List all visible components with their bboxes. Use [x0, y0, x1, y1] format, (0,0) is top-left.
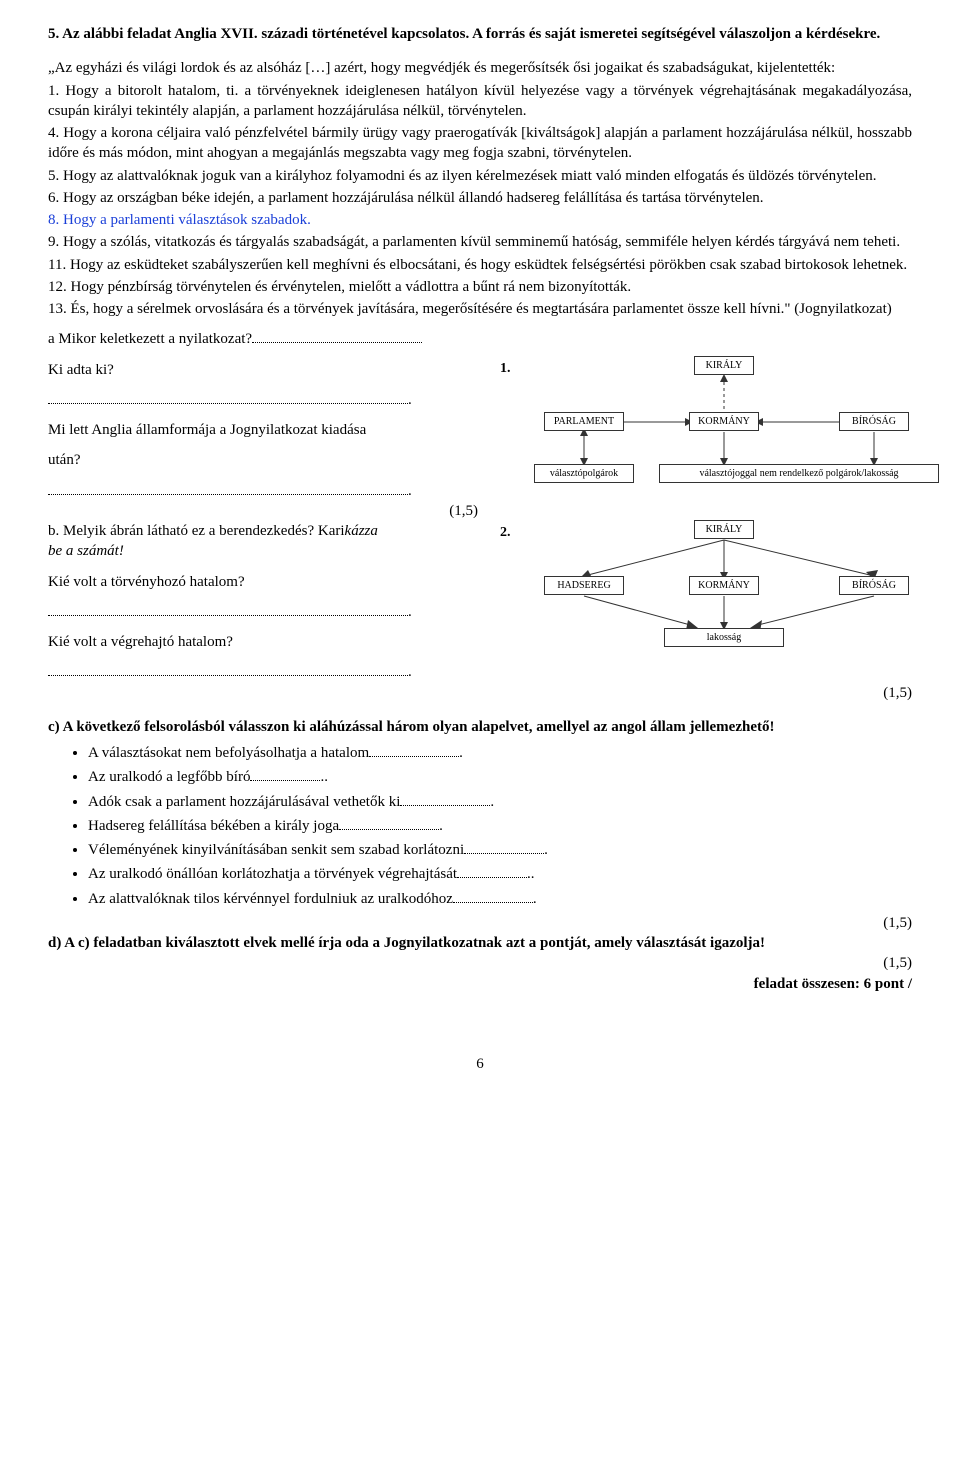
principle-text: Adók csak a parlament hozzájárulásával v…: [88, 794, 400, 810]
diagram-1-parlament: PARLAMENT: [544, 412, 624, 432]
source-intro: „Az egyházi és világi lordok és az alsóh…: [48, 58, 912, 78]
question-ki: Ki adta ki?: [48, 360, 478, 380]
diagram-1-valasztok: választópolgárok: [534, 464, 634, 484]
principle-text: Hadsereg felállítása békében a király jo…: [88, 818, 339, 834]
principle-item[interactable]: Az uralkodó önállóan korlátozhatja a tör…: [88, 864, 912, 884]
diagram-2-king: KIRÁLY: [694, 520, 754, 540]
principle-item[interactable]: A választásokat nem befolyásolhatja a ha…: [88, 743, 912, 763]
answer-line[interactable]: .: [48, 390, 478, 410]
question-a-text: a Mikor keletkezett a nyilatkozat?: [48, 331, 252, 347]
page-number: 6: [48, 1054, 912, 1074]
diagram-1-nemvalasztok: választójoggal nem rendelkező polgárok/l…: [659, 464, 939, 484]
diagram-1-birosag: BÍRÓSÁG: [839, 412, 909, 432]
answer-blank[interactable]: [252, 330, 422, 344]
source-p1: 1. Hogy a bitorolt hatalom, ti. a törvén…: [48, 81, 912, 122]
principle-item[interactable]: Véleményének kinyilvánításában senkit se…: [88, 840, 912, 860]
principle-item[interactable]: Az uralkodó a legfőbb bíró..: [88, 767, 912, 787]
principle-item[interactable]: Az alattvalóknak tilos kérvénnyel fordul…: [88, 889, 912, 909]
principle-text: Az alattvalóknak tilos kérvénnyel fordul…: [88, 891, 453, 907]
source-p5: 5. Hogy az alattvalóknak joguk van a kir…: [48, 166, 912, 186]
diagram-2-birosag: BÍRÓSÁG: [839, 576, 909, 596]
source-p12: 12. Hogy pénzbírság törvénytelen és érvé…: [48, 277, 912, 297]
principle-text: Az uralkodó önállóan korlátozhatja a tör…: [88, 866, 457, 882]
source-p4: 4. Hogy a korona céljaira való pénzfelvé…: [48, 123, 912, 164]
question-b-text: b. Melyik ábrán látható ez a berendezked…: [48, 523, 345, 539]
diagram-2-lakossag: lakosság: [664, 628, 784, 648]
task-total: feladat összesen: 6 pont /: [48, 974, 912, 994]
principle-text: Az uralkodó a legfőbb bíró: [88, 769, 250, 785]
part-c-heading: c) A következő felsorolásból válasszon k…: [48, 717, 912, 737]
principle-text: A választásokat nem befolyásolhatja a ha…: [88, 745, 369, 761]
diagram-1-kormany: KORMÁNY: [689, 412, 759, 432]
principle-item[interactable]: Hadsereg felállítása békében a király jo…: [88, 816, 912, 836]
question-b: b. Melyik ábrán látható ez a berendezked…: [48, 521, 478, 541]
question-vegr: Kié volt a végrehajtó hatalom?: [48, 632, 478, 652]
diagram-2-hadsereg: HADSEREG: [544, 576, 624, 596]
diagram-1-king: KIRÁLY: [694, 356, 754, 376]
points-d: (1,5): [48, 953, 912, 973]
source-p9: 9. Hogy a szólás, vitatkozás és tárgyalá…: [48, 232, 912, 252]
points-a: (1,5): [48, 501, 478, 521]
answer-line[interactable]: .: [48, 481, 478, 501]
question-utan: után?: [48, 450, 478, 470]
question-mi: Mi lett Anglia államformája a Jognyilatk…: [48, 420, 478, 440]
diagram-2: 2. KIRÁLY HADSEREG KORMÁNY: [494, 518, 954, 668]
points-c: (1,5): [48, 913, 912, 933]
question-b-line2: be a számát!: [48, 541, 478, 561]
questions-column: Ki adta ki? . Mi lett Anglia államformáj…: [48, 350, 478, 683]
task-heading: 5. Az alábbi feladat Anglia XVII. század…: [48, 24, 912, 44]
principle-item[interactable]: Adók csak a parlament hozzájárulásával v…: [88, 792, 912, 812]
diagram-2-kormany: KORMÁNY: [689, 576, 759, 596]
source-p11: 11. Hogy az esküdteket szabályszerűen ke…: [48, 255, 912, 275]
question-b-italic: kázza: [345, 523, 378, 539]
source-p8: 8. Hogy a parlamenti választások szabado…: [48, 210, 912, 230]
diagram-1: 1. KIRÁLY PARLAMENT: [494, 354, 954, 504]
part-d-heading: d) A c) feladatban kiválasztott elvek me…: [48, 933, 912, 953]
answer-line[interactable]: .: [48, 662, 478, 682]
question-torv: Kié volt a törvényhozó hatalom?: [48, 572, 478, 592]
question-a: a Mikor keletkezett a nyilatkozat?: [48, 329, 912, 349]
answer-line[interactable]: .: [48, 602, 478, 622]
points-b: (1,5): [48, 683, 912, 703]
principles-list: A választásokat nem befolyásolhatja a ha…: [48, 743, 912, 909]
principle-text: Véleményének kinyilvánításában senkit se…: [88, 842, 464, 858]
source-p6: 6. Hogy az országban béke idején, a parl…: [48, 188, 912, 208]
source-p13: 13. És, hogy a sérelmek orvoslására és a…: [48, 299, 912, 319]
diagrams-column: 1. KIRÁLY PARLAMENT: [494, 350, 954, 668]
